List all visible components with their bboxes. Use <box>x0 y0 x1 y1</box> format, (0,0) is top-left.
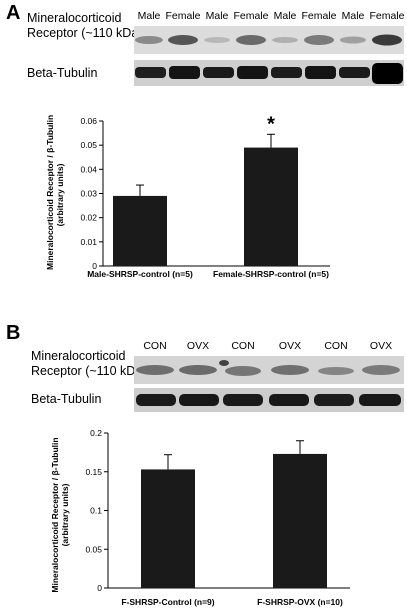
panel-b-letter: B <box>6 322 21 344</box>
tubulin-band <box>314 394 354 406</box>
chart-b-y-tick-label: 0.1 <box>90 506 102 516</box>
tubulin-band <box>179 394 219 406</box>
tubulin-band <box>372 63 403 84</box>
mr-band <box>136 365 174 375</box>
chart-a-y-tick-label: 0.04 <box>80 164 97 174</box>
tubulin-band <box>169 66 200 79</box>
tubulin-band <box>305 66 336 79</box>
panel-b-mr-label: Mineralocorticoid Receptor (~110 kDa) <box>31 349 146 379</box>
tubulin-band <box>359 394 401 406</box>
panel-a-mr-label: Mineralocorticoid Receptor (~110 kDa) <box>27 11 142 41</box>
blot-artifact <box>219 360 229 366</box>
mr-band <box>179 365 217 375</box>
chart-a: 0 0.01 0.02 0.03 0.04 0.05 0.06 Male-SHRSP-cont… <box>80 113 330 279</box>
chart-a-y-tick-label: 0.01 <box>80 237 97 247</box>
panel-b-mr-blot <box>134 356 404 384</box>
tubulin-band <box>223 394 263 406</box>
panel-b-tubulin-label: Beta-Tubulin <box>31 392 102 406</box>
chart-b-bar <box>273 453 327 588</box>
panel-a-lane-label: Female <box>233 10 269 22</box>
panel-b-tubulin-blot <box>134 388 404 412</box>
panel-b-mr-label-line2: Receptor (~110 kDa) <box>31 364 147 378</box>
chart-a-y-tick-label: 0.02 <box>80 213 97 223</box>
chart-b-category-label: F-SHRSP-Control (n=9) <box>121 597 214 607</box>
chart-b-y-tick-label: 0.2 <box>90 428 102 438</box>
mr-band <box>304 35 334 45</box>
tubulin-band <box>136 394 176 406</box>
chart-a-category-label: Male-SHRSP-control (n=5) <box>87 269 193 279</box>
chart-a-y-tick-label: 0.06 <box>80 116 97 126</box>
panel-b-lane-label: OVX <box>186 340 210 352</box>
mr-band <box>272 37 298 43</box>
chart-a-bar <box>113 195 167 266</box>
panel-b-lane-label: CON <box>143 340 167 352</box>
panel-a-lane-label: Female <box>165 10 201 22</box>
chart-a-y-tick-label: 0 <box>92 261 97 271</box>
panel-a-mr-label-line2: Receptor (~110 kDa) <box>27 26 143 40</box>
tubulin-band <box>135 67 166 78</box>
panel-a-lane-label: Male <box>273 10 297 22</box>
mr-band <box>135 36 163 44</box>
mr-band <box>340 36 366 44</box>
tubulin-band <box>339 67 370 78</box>
chart-b-category-label: F-SHRSP-OVX (n=10) <box>257 597 343 607</box>
panel-a-lane-label: Male <box>341 10 365 22</box>
chart-b-y-tick-label: 0.15 <box>85 467 102 477</box>
panel-a-tubulin-label: Beta-Tubulin <box>27 66 98 80</box>
panel-a-lane-label: Female <box>301 10 337 22</box>
chart-b: 0 0.05 0.1 0.15 0.2 F-SHRSP-Control (n=9) F-SH… <box>85 428 350 607</box>
panel-a-tubulin-blot <box>134 60 404 86</box>
mr-band <box>318 367 354 375</box>
chart-a-y-tick-label: 0.03 <box>80 189 97 199</box>
chart-a-category-label: Female-SHRSP-control (n=5) <box>213 269 329 279</box>
mr-band <box>372 34 402 46</box>
mr-band <box>225 366 261 376</box>
mr-band <box>168 35 198 45</box>
panel-b-lane-label: OVX <box>369 340 393 352</box>
panel-a-lane-label: Male <box>205 10 229 22</box>
panel-a-lane-label: Female <box>369 10 405 22</box>
panel-a-mr-label-line1: Mineralocorticoid <box>27 11 122 25</box>
chart-a-significance-label: * <box>267 113 275 135</box>
chart-b-y-tick-label: 0 <box>97 583 102 593</box>
chart-a-y-tick-label: 0.05 <box>80 140 97 150</box>
tubulin-band <box>269 394 309 406</box>
panel-b-lane-label: OVX <box>278 340 302 352</box>
tubulin-band <box>237 66 268 79</box>
chart-b-y-tick-label: 0.05 <box>85 544 102 554</box>
tubulin-band <box>271 67 302 78</box>
chart-a-bar <box>244 147 298 266</box>
mr-band <box>362 365 400 375</box>
panel-a-mr-blot <box>134 26 404 54</box>
panel-a-lane-label: Male <box>137 10 161 22</box>
mr-band <box>236 35 266 45</box>
panel-b-lane-label: CON <box>324 340 348 352</box>
tubulin-band <box>203 67 234 78</box>
panel-b-lane-label: CON <box>231 340 255 352</box>
chart-b-bar <box>141 469 195 588</box>
mr-band <box>204 37 230 43</box>
panel-b-mr-label-line1: Mineralocorticoid <box>31 349 126 363</box>
panel-a-letter: A <box>6 2 21 24</box>
mr-band <box>271 365 309 375</box>
